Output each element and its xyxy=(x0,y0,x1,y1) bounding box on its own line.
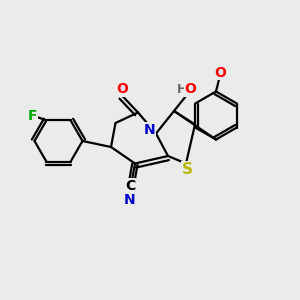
Text: S: S xyxy=(182,162,193,177)
Text: N: N xyxy=(124,193,135,207)
Text: O: O xyxy=(184,82,196,96)
Text: N: N xyxy=(144,123,155,137)
Text: O: O xyxy=(214,66,226,80)
Text: F: F xyxy=(27,109,37,123)
Text: C: C xyxy=(125,179,135,193)
Text: O: O xyxy=(116,82,128,96)
Text: H: H xyxy=(177,83,187,96)
